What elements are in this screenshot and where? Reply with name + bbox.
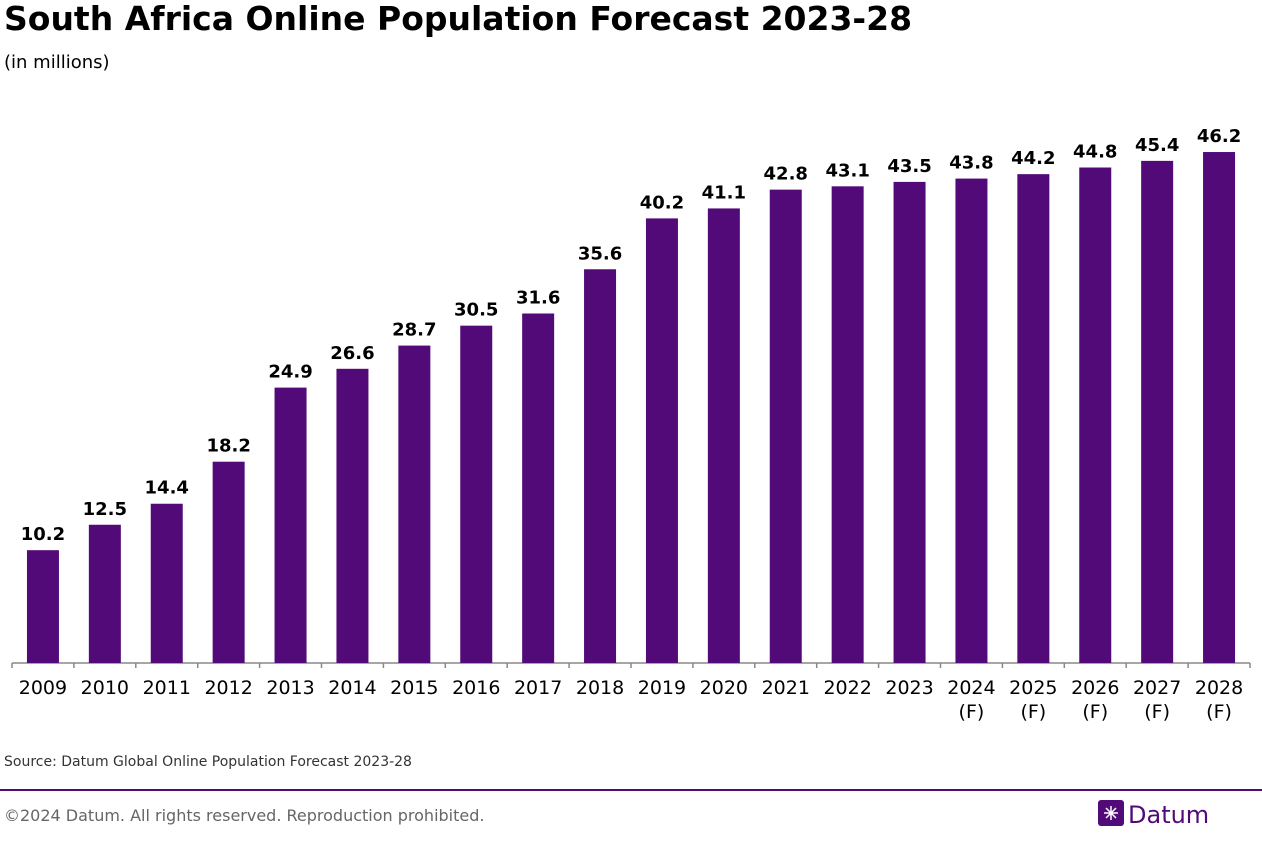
x-tick-label: 2019 (637, 677, 687, 699)
bar (893, 181, 926, 663)
bar (1079, 167, 1112, 663)
x-tick-label: 2024 (F) (947, 677, 996, 723)
value-label: 42.8 (764, 164, 808, 185)
x-tick-label: 2015 (390, 677, 439, 699)
value-label: 14.4 (145, 478, 189, 499)
bar (460, 325, 493, 663)
value-label: 41.1 (702, 182, 746, 203)
brand-name: Datum (1128, 801, 1209, 829)
value-label: 43.5 (887, 156, 931, 177)
bar (336, 368, 369, 663)
source: Source: Datum Global Online Population F… (4, 754, 412, 770)
value-label: 30.5 (454, 300, 498, 321)
value-label: 43.8 (949, 153, 993, 174)
x-tick-label: 2014 (328, 677, 377, 699)
value-label: 43.1 (825, 160, 869, 181)
x-tick-label: 2025 (F) (1009, 677, 1058, 723)
bar (274, 387, 307, 663)
bar (707, 208, 740, 663)
bar (645, 218, 678, 663)
x-tick-label: 2020 (699, 677, 749, 699)
bar (831, 186, 864, 663)
x-tick-label: 2013 (266, 677, 315, 699)
value-label: 46.2 (1197, 126, 1241, 147)
value-label: 44.2 (1011, 148, 1055, 169)
x-tick-label: 2016 (452, 677, 501, 699)
value-label: 28.7 (392, 320, 436, 341)
bar (26, 550, 59, 663)
value-label: 40.2 (640, 192, 684, 213)
value-label: 45.4 (1135, 135, 1179, 156)
x-tick-label: 2018 (575, 677, 625, 699)
x-tick-label: 2026 (F) (1071, 677, 1120, 723)
x-tick-label: 2009 (18, 677, 68, 699)
bar (955, 178, 988, 663)
bar (1203, 152, 1236, 663)
chart-title: South Africa Online Population Forecast … (4, 0, 912, 38)
value-label: 12.5 (83, 499, 127, 520)
bar (584, 269, 617, 663)
x-tick-label: 2012 (204, 677, 253, 699)
x-tick-label: 2023 (885, 677, 934, 699)
brand-logo-mark (1104, 806, 1118, 820)
value-label: 26.6 (330, 343, 374, 364)
bar (1141, 160, 1174, 663)
x-tick-label: 2021 (761, 677, 810, 699)
x-tick-label: 2010 (80, 677, 130, 699)
bar (1017, 174, 1050, 663)
bar (769, 189, 802, 663)
value-label: 24.9 (268, 362, 312, 383)
value-label: 10.2 (21, 524, 65, 545)
bar (212, 461, 245, 663)
x-tick-label: 2028 (F) (1194, 677, 1244, 723)
bar (150, 503, 183, 663)
x-tick-label: 2017 (513, 677, 563, 699)
bar (398, 345, 431, 663)
x-tick-label: 2027 (F) (1132, 677, 1182, 723)
x-tick-label: 2022 (823, 677, 872, 699)
bar (522, 313, 555, 663)
x-tick-label: 2011 (142, 677, 191, 699)
bar (88, 524, 121, 663)
value-label: 18.2 (206, 436, 250, 457)
value-label: 44.8 (1073, 142, 1117, 163)
value-label: 35.6 (578, 243, 622, 264)
value-label: 31.6 (516, 288, 560, 309)
copyright: ©2024 Datum. All rights reserved. Reprod… (4, 806, 484, 825)
chart-subtitle: (in millions) (4, 52, 110, 73)
